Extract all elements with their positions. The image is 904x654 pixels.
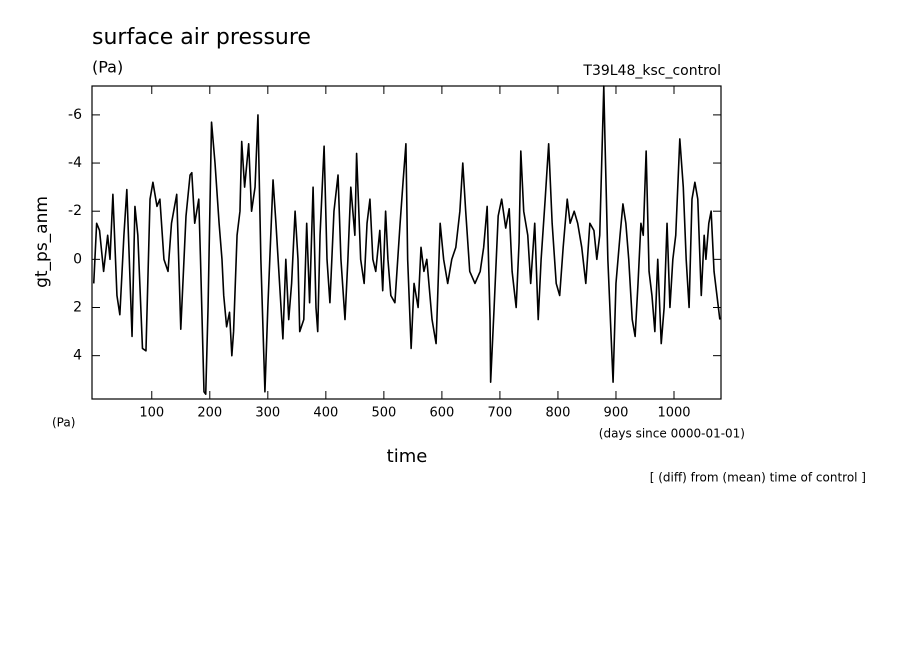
x-tick-label: 200	[197, 406, 222, 421]
note: [ (diff) from (mean) time of control ]	[650, 471, 866, 485]
x-tick-label: 1000	[657, 406, 690, 421]
y-tick-label: -2	[68, 203, 82, 219]
x-tick-label: 700	[488, 406, 513, 421]
x-tick-label: 500	[371, 406, 396, 421]
units-label: (Pa)	[92, 58, 123, 77]
data-line	[92, 85, 721, 395]
run-label: T39L48_ksc_control	[582, 63, 721, 79]
x-tick-label: 900	[604, 406, 629, 421]
y-tick-label: 0	[73, 251, 82, 267]
y-tick-label: 4	[73, 348, 82, 364]
x-tick-label: 100	[139, 406, 164, 421]
chart-title: surface air pressure	[92, 25, 311, 50]
y-axis-label: gt_ps_anm	[32, 196, 52, 288]
x-tick-label: 300	[255, 406, 280, 421]
x-axis-label: time	[387, 446, 428, 467]
x-tick-label: 600	[429, 406, 454, 421]
y-units-label: (Pa)	[52, 416, 75, 430]
plot-frame	[91, 85, 722, 400]
y-tick-label: -6	[68, 107, 82, 123]
y-tick-label: -4	[68, 155, 82, 171]
x-units-label: (days since 0000-01-01)	[599, 427, 745, 441]
x-tick-label: 800	[546, 406, 571, 421]
x-tick-label: 400	[313, 406, 338, 421]
y-tick-label: 2	[73, 300, 82, 316]
